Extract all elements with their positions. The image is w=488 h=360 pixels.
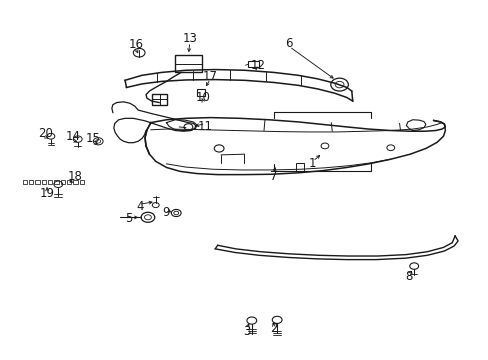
Bar [41, 180, 46, 184]
Text: 7: 7 [269, 170, 277, 183]
Bar [175, 55, 202, 72]
Bar [73, 180, 78, 184]
Text: 5: 5 [125, 212, 132, 225]
Text: 10: 10 [195, 91, 210, 104]
Bar [35, 180, 40, 184]
Text: 2: 2 [269, 322, 277, 335]
Bar [80, 180, 84, 184]
Text: 16: 16 [128, 38, 143, 51]
Text: 20: 20 [38, 127, 53, 140]
Bar [295, 163, 304, 171]
Bar [196, 89, 205, 96]
Text: 17: 17 [203, 69, 218, 82]
Bar [248, 61, 259, 67]
Bar [152, 94, 167, 105]
Bar [67, 180, 71, 184]
Text: 11: 11 [198, 120, 213, 133]
Text: 3: 3 [243, 325, 250, 338]
Text: 19: 19 [40, 187, 54, 200]
Text: 14: 14 [65, 130, 80, 144]
Text: 9: 9 [163, 207, 170, 220]
Bar [48, 180, 52, 184]
Text: 15: 15 [86, 132, 101, 145]
Text: 4: 4 [136, 201, 143, 213]
Bar [29, 180, 33, 184]
Text: 18: 18 [67, 170, 82, 183]
Bar [61, 180, 65, 184]
Bar [54, 180, 59, 184]
Text: 1: 1 [308, 157, 316, 170]
Bar [22, 180, 27, 184]
Text: 6: 6 [285, 36, 292, 50]
Text: 13: 13 [182, 32, 197, 45]
Text: 12: 12 [250, 59, 265, 72]
Text: 8: 8 [405, 270, 412, 283]
